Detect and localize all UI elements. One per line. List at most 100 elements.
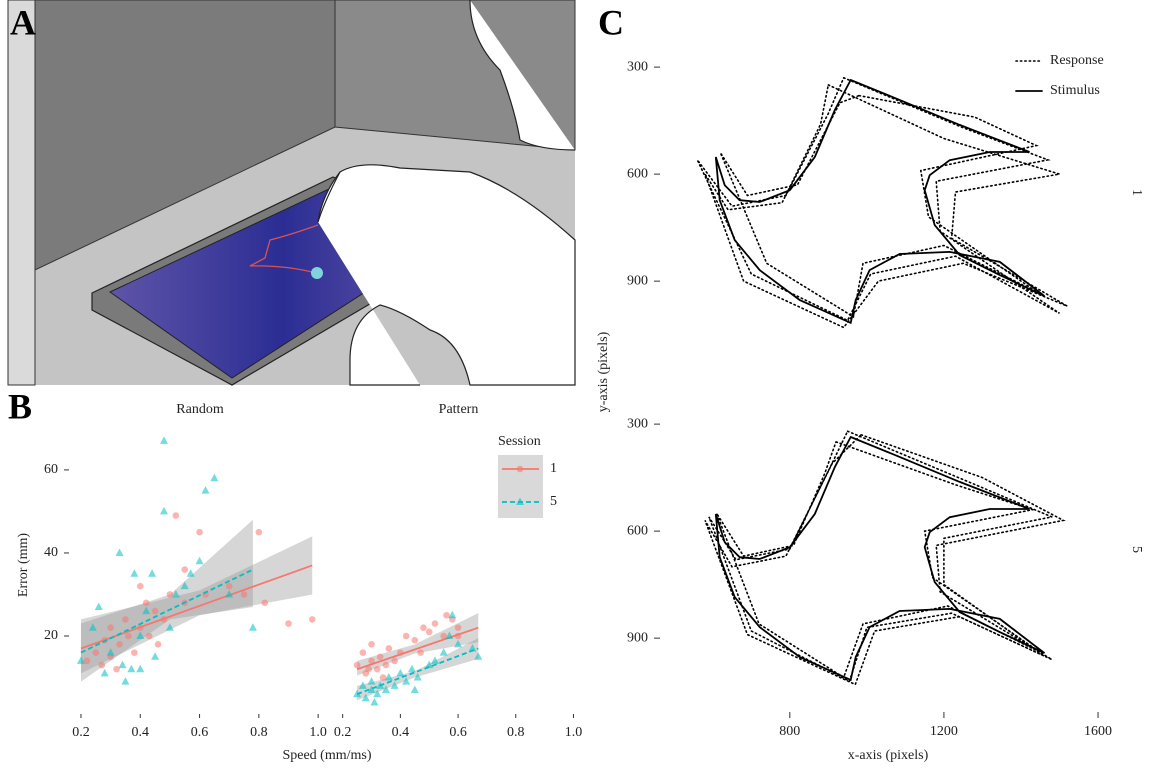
page: A BRandom0.20.40.60.81.0Pattern0.20.40.6… xyxy=(0,0,1149,769)
point xyxy=(146,633,153,640)
x-tick-label: 1.0 xyxy=(565,725,583,740)
y-tick-label: 300 xyxy=(627,59,648,74)
point xyxy=(360,649,367,656)
x-tick-label: 0.2 xyxy=(334,725,352,740)
x-tick-label: 1.0 xyxy=(309,725,327,740)
y-tick-label: 300 xyxy=(627,416,648,431)
point xyxy=(440,648,448,656)
point xyxy=(101,669,109,677)
point xyxy=(420,624,427,631)
point xyxy=(121,677,129,685)
point xyxy=(143,599,150,606)
point xyxy=(374,666,381,673)
point xyxy=(261,599,268,606)
legend-label: 1 xyxy=(550,461,557,476)
cursor-dot xyxy=(311,267,323,279)
x-tick-label: 0.8 xyxy=(250,725,268,740)
legend-label: Stimulus xyxy=(1050,83,1100,98)
confidence-band xyxy=(81,520,253,682)
facet-strip-label: 5 xyxy=(1129,546,1144,553)
point xyxy=(396,669,404,677)
x-tick-label: 0.4 xyxy=(132,725,150,740)
point xyxy=(152,608,159,615)
point xyxy=(417,649,424,656)
legend-marker xyxy=(517,466,524,473)
y-tick-label: 40 xyxy=(44,545,58,560)
legend-title: Session xyxy=(498,434,541,449)
x-axis-title: x-axis (pixels) xyxy=(848,748,929,763)
point xyxy=(155,641,162,648)
point xyxy=(98,662,105,669)
point xyxy=(455,624,462,631)
point xyxy=(309,616,316,623)
point xyxy=(403,633,410,640)
point xyxy=(370,698,378,706)
response-trace xyxy=(705,431,1063,684)
facet-strip-label: 1 xyxy=(1129,189,1144,196)
y-tick-label: 600 xyxy=(627,166,648,181)
legend-key-bg xyxy=(498,455,543,518)
point xyxy=(411,637,418,644)
y-tick-label: 20 xyxy=(44,628,58,643)
point xyxy=(113,666,120,673)
point xyxy=(127,665,135,673)
legend-label: Response xyxy=(1050,53,1104,68)
legend-label: 5 xyxy=(550,494,557,509)
point xyxy=(137,583,144,590)
y-tick-label: 900 xyxy=(627,630,648,645)
x-tick-label: 1200 xyxy=(930,724,958,739)
stimulus-path xyxy=(716,80,1045,323)
point xyxy=(95,602,103,610)
panel-label: A xyxy=(10,2,36,42)
x-tick-label: 0.2 xyxy=(72,725,90,740)
point xyxy=(256,529,263,536)
point xyxy=(226,583,233,590)
point xyxy=(354,662,361,669)
point xyxy=(131,649,138,656)
point xyxy=(386,645,393,652)
x-tick-label: 0.4 xyxy=(392,725,410,740)
y-axis-title: Error (mm) xyxy=(16,533,31,597)
x-tick-label: 1600 xyxy=(1084,724,1112,739)
left-wall xyxy=(8,0,35,385)
x-tick-label: 0.8 xyxy=(507,725,525,740)
illustration: A xyxy=(8,0,575,385)
y-tick-label: 60 xyxy=(44,462,58,477)
point xyxy=(130,569,138,577)
x-axis-title: Speed (mm/ms) xyxy=(282,748,371,763)
point xyxy=(426,629,433,636)
panel-label: B xyxy=(8,386,32,426)
point xyxy=(116,641,123,648)
point xyxy=(408,665,416,673)
point xyxy=(173,512,180,519)
point xyxy=(368,677,376,685)
point xyxy=(118,661,126,669)
point xyxy=(181,566,188,573)
x-tick-label: 0.6 xyxy=(449,725,467,740)
point xyxy=(151,652,159,660)
point xyxy=(92,649,99,656)
point xyxy=(116,548,124,556)
point xyxy=(432,620,439,627)
point xyxy=(160,436,168,444)
point xyxy=(148,569,156,577)
point xyxy=(249,623,257,631)
x-tick-label: 0.6 xyxy=(191,725,209,740)
point xyxy=(383,662,390,669)
panel-label: C xyxy=(598,2,624,42)
point xyxy=(107,624,114,631)
point xyxy=(411,685,419,693)
figure: A BRandom0.20.40.60.81.0Pattern0.20.40.6… xyxy=(0,0,1149,769)
point xyxy=(285,620,292,627)
point xyxy=(368,641,375,648)
point xyxy=(241,591,248,598)
point xyxy=(196,529,203,536)
y-tick-label: 600 xyxy=(627,523,648,538)
facet-title: Random xyxy=(176,402,224,417)
point xyxy=(210,474,218,482)
point xyxy=(201,486,209,494)
x-tick-label: 800 xyxy=(779,724,800,739)
point xyxy=(391,658,398,665)
point xyxy=(122,616,129,623)
y-axis-title: y-axis (pixels) xyxy=(596,331,611,412)
